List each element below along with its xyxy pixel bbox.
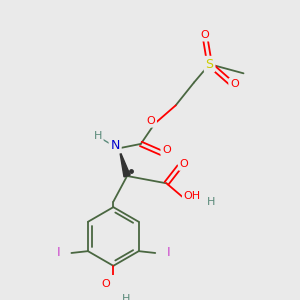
Text: O: O [179, 159, 188, 169]
Text: I: I [166, 247, 170, 260]
Text: O: O [201, 30, 209, 40]
Text: N: N [110, 139, 120, 152]
Text: O: O [102, 279, 110, 289]
Text: O: O [230, 79, 239, 89]
Text: H: H [122, 294, 130, 300]
Text: S: S [206, 58, 214, 71]
Text: O: O [146, 116, 155, 126]
Text: OH: OH [184, 191, 201, 201]
Text: H: H [207, 197, 216, 207]
Text: O: O [162, 145, 171, 155]
Text: H: H [94, 131, 102, 141]
Text: I: I [57, 247, 60, 260]
Polygon shape [120, 154, 130, 177]
